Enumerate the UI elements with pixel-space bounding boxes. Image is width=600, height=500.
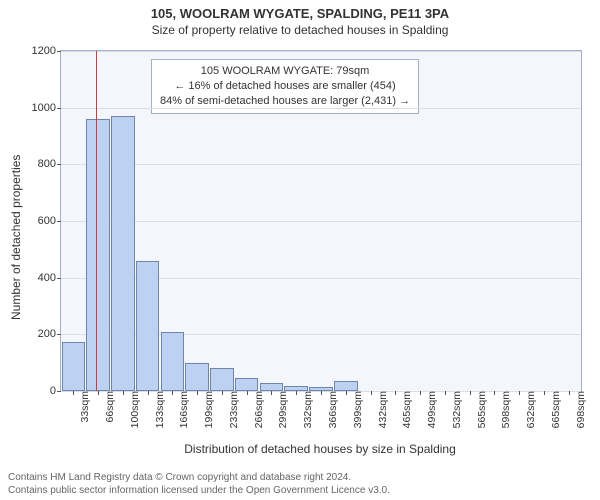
x-tick-label: 233sqm	[224, 391, 240, 428]
x-tick-label: 665sqm	[546, 391, 562, 428]
x-tick-mark	[544, 391, 545, 395]
chart-title: 105, WOOLRAM WYGATE, SPALDING, PE11 3PA	[0, 0, 600, 21]
histogram-bar	[161, 332, 185, 392]
x-tick-label: 332sqm	[298, 391, 314, 428]
histogram-bar	[86, 119, 110, 391]
subject-marker-line	[96, 51, 97, 391]
x-tick-label: 199sqm	[199, 391, 215, 428]
x-tick-label: 698sqm	[571, 391, 587, 428]
x-tick-mark	[470, 391, 471, 395]
info-line-1: 105 WOOLRAM WYGATE: 79sqm	[160, 64, 410, 79]
histogram-bar	[334, 381, 358, 391]
x-tick-mark	[569, 391, 570, 395]
y-tick-label: 1000	[32, 102, 61, 114]
chart-subtitle: Size of property relative to detached ho…	[0, 21, 600, 37]
y-tick-label: 600	[38, 215, 61, 227]
x-tick-label: 366sqm	[323, 391, 339, 428]
histogram-bar	[260, 383, 284, 392]
y-tick-label: 800	[38, 158, 61, 170]
x-tick-label: 33sqm	[75, 391, 91, 423]
gridline	[61, 221, 581, 222]
gridline	[61, 108, 581, 109]
histogram-bar	[62, 342, 86, 391]
x-tick-mark	[148, 391, 149, 395]
info-line-2: ← 16% of detached houses are smaller (45…	[160, 79, 410, 94]
footer-line-1: Contains HM Land Registry data © Crown c…	[8, 471, 390, 484]
x-tick-label: 399sqm	[348, 391, 364, 428]
x-tick-mark	[519, 391, 520, 395]
x-axis-label: Distribution of detached houses by size …	[184, 442, 456, 456]
plot-area: 105 WOOLRAM WYGATE: 79sqm ← 16% of detac…	[60, 50, 582, 392]
x-tick-label: 632sqm	[521, 391, 537, 428]
histogram-bar	[185, 363, 209, 391]
x-tick-label: 166sqm	[174, 391, 190, 428]
x-tick-mark	[123, 391, 124, 395]
x-tick-mark	[445, 391, 446, 395]
x-tick-label: 133sqm	[150, 391, 166, 428]
x-tick-mark	[346, 391, 347, 395]
x-tick-mark	[98, 391, 99, 395]
x-tick-mark	[420, 391, 421, 395]
x-tick-label: 598sqm	[496, 391, 512, 428]
y-tick-label: 400	[38, 272, 61, 284]
x-tick-label: 532sqm	[447, 391, 463, 428]
gridline	[61, 51, 581, 52]
x-tick-mark	[222, 391, 223, 395]
histogram-bar	[136, 261, 160, 391]
x-tick-mark	[321, 391, 322, 395]
histogram-bar	[235, 378, 259, 391]
y-tick-label: 0	[50, 385, 61, 397]
y-tick-label: 1200	[32, 45, 61, 57]
x-tick-label: 266sqm	[249, 391, 265, 428]
x-tick-mark	[247, 391, 248, 395]
gridline	[61, 164, 581, 165]
chart-container: 105, WOOLRAM WYGATE, SPALDING, PE11 3PA …	[0, 0, 600, 500]
info-line-3: 84% of semi-detached houses are larger (…	[160, 94, 410, 109]
x-tick-mark	[371, 391, 372, 395]
x-tick-label: 299sqm	[273, 391, 289, 428]
x-tick-label: 432sqm	[373, 391, 389, 428]
footer-line-2: Contains public sector information licen…	[8, 484, 390, 497]
x-tick-label: 499sqm	[422, 391, 438, 428]
x-tick-label: 465sqm	[397, 391, 413, 428]
histogram-bar	[210, 368, 234, 391]
y-axis-label: Number of detached properties	[9, 155, 23, 320]
footer: Contains HM Land Registry data © Crown c…	[8, 471, 390, 497]
x-tick-label: 565sqm	[472, 391, 488, 428]
info-box: 105 WOOLRAM WYGATE: 79sqm ← 16% of detac…	[151, 59, 419, 114]
histogram-bar	[111, 116, 135, 391]
y-tick-label: 200	[38, 328, 61, 340]
x-tick-label: 66sqm	[100, 391, 116, 423]
x-tick-label: 100sqm	[125, 391, 141, 428]
